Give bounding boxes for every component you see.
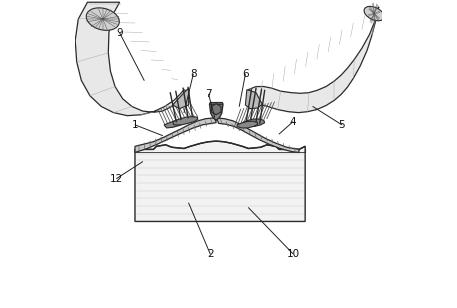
Polygon shape bbox=[173, 117, 198, 125]
Text: 5: 5 bbox=[339, 120, 345, 130]
Ellipse shape bbox=[86, 8, 119, 30]
Text: 12: 12 bbox=[110, 173, 123, 184]
Text: 10: 10 bbox=[287, 249, 299, 259]
Polygon shape bbox=[164, 119, 189, 128]
Text: 4: 4 bbox=[290, 117, 296, 127]
Text: 8: 8 bbox=[190, 69, 197, 79]
Text: 1: 1 bbox=[132, 120, 138, 130]
Polygon shape bbox=[237, 121, 258, 128]
Text: 6: 6 bbox=[242, 69, 249, 79]
Polygon shape bbox=[243, 119, 265, 126]
Polygon shape bbox=[245, 90, 262, 109]
Polygon shape bbox=[75, 2, 186, 116]
Polygon shape bbox=[209, 103, 223, 104]
Text: 9: 9 bbox=[117, 28, 123, 38]
Ellipse shape bbox=[364, 6, 384, 21]
Polygon shape bbox=[247, 7, 379, 113]
Polygon shape bbox=[216, 118, 299, 152]
Polygon shape bbox=[135, 118, 216, 152]
Text: 7: 7 bbox=[205, 89, 212, 99]
Polygon shape bbox=[209, 104, 223, 120]
Polygon shape bbox=[173, 88, 189, 109]
Polygon shape bbox=[135, 141, 305, 221]
Text: 2: 2 bbox=[207, 249, 213, 259]
